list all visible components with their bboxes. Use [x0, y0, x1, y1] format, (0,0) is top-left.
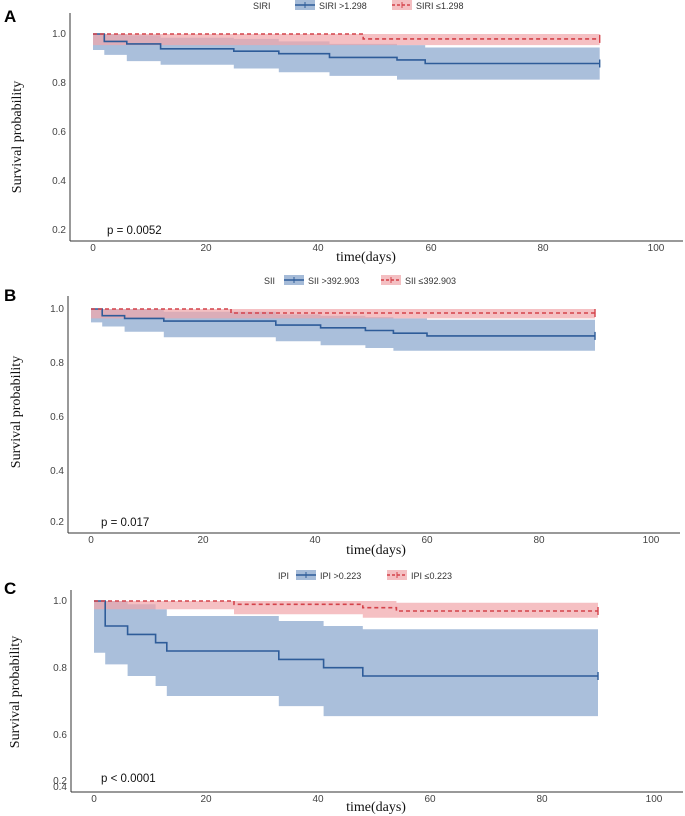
x-tick-label: 0: [91, 794, 97, 805]
legend: IPI IPI >0.223 IPI ≤0.223: [278, 570, 452, 581]
y-tick-label: 0.6: [53, 730, 67, 741]
x-tick-label: 100: [648, 243, 665, 254]
x-axis-title: time(days): [346, 800, 406, 815]
panel-letter: C: [4, 579, 16, 598]
legend-title: SII: [264, 276, 275, 286]
y-ticks: 1.0 0.8 0.6 0.4 0.2: [52, 29, 66, 236]
axes: [70, 590, 683, 793]
x-tick-label: 80: [537, 243, 549, 254]
y-tick-label: 0.4: [52, 176, 66, 187]
legend: SII SII >392.903 SII ≤392.903: [264, 275, 456, 286]
panel-c: C IPI IPI >0.223 IPI ≤0.223 Survival pro…: [4, 570, 683, 815]
survival-curve-high: [93, 33, 600, 65]
panel-letter: B: [4, 286, 16, 305]
survival-curve-high: [91, 308, 595, 337]
p-value: p = 0.017: [101, 517, 149, 529]
x-tick-label: 0: [88, 535, 94, 546]
y-tick-label: 1.0: [50, 304, 64, 315]
x-tick-label: 0: [90, 243, 96, 254]
y-axis-title: Survival probability: [10, 81, 25, 193]
x-tick-label: 60: [421, 535, 433, 546]
panel-b: B SII SII >392.903 SII ≤392.903 Survival…: [4, 275, 680, 558]
curves: [91, 308, 596, 340]
curves: [93, 33, 601, 68]
legend-label-high: IPI >0.223: [320, 571, 361, 581]
x-ticks: 0 20 40 60 80 100: [91, 794, 663, 805]
x-tick-label: 60: [424, 794, 436, 805]
survival-curve-high: [94, 600, 598, 677]
ci-band-high: [94, 601, 598, 717]
p-value: p = 0.0052: [107, 225, 162, 237]
legend-label-high: SIRI >1.298: [319, 1, 367, 11]
y-tick-label: 0.8: [53, 663, 67, 674]
x-tick-label: 60: [425, 243, 437, 254]
x-tick-label: 40: [312, 243, 324, 254]
x-tick-label: 20: [200, 794, 212, 805]
y-tick-label: 0.2: [53, 776, 67, 787]
y-tick-label: 0.8: [52, 78, 66, 89]
x-tick-label: 100: [643, 535, 660, 546]
legend-label-high: SII >392.903: [308, 276, 359, 286]
y-tick-label: 0.6: [52, 127, 66, 138]
legend-title: IPI: [278, 571, 289, 581]
y-ticks: 1.0 0.8 0.6 0.4 0.2: [50, 304, 64, 528]
x-tick-label: 40: [309, 535, 321, 546]
x-tick-label: 20: [200, 243, 212, 254]
y-tick-label: 0.4: [50, 466, 64, 477]
axes: [69, 13, 683, 242]
y-tick-label: 0.2: [52, 225, 66, 236]
y-tick-label: 0.2: [50, 517, 64, 528]
bands: [94, 601, 598, 717]
ci-band-low: [94, 601, 598, 618]
survival-curve-low: [93, 33, 600, 40]
axes: [67, 296, 680, 534]
p-value: p < 0.0001: [101, 773, 156, 785]
x-axis-title: time(days): [346, 543, 406, 558]
y-axis-title: Survival probability: [9, 356, 24, 468]
ci-band-low: [93, 34, 600, 46]
panel-letter: A: [4, 7, 16, 26]
survival-curve-low: [94, 600, 598, 612]
y-tick-label: 0.4: [53, 782, 67, 793]
legend-label-low: IPI ≤0.223: [411, 571, 452, 581]
legend: SIRI SIRI >1.298 SIRI ≤1.298: [253, 0, 463, 11]
y-tick-label: 0.8: [50, 358, 64, 369]
x-ticks: 0 20 40 60 80 100: [88, 535, 660, 546]
x-axis-title: time(days): [336, 250, 396, 265]
ci-band-high: [91, 309, 595, 351]
bands: [91, 309, 595, 351]
legend-title: SIRI: [253, 1, 271, 11]
legend-label-low: SIRI ≤1.298: [416, 1, 463, 11]
curves: [94, 600, 599, 680]
x-tick-label: 40: [312, 794, 324, 805]
x-tick-label: 80: [533, 535, 545, 546]
panel-a: A SIRI SIRI >1.298 SIRI ≤1.298 Survival …: [4, 0, 683, 265]
y-tick-label: 1.0: [53, 596, 67, 607]
legend-label-low: SII ≤392.903: [405, 276, 456, 286]
y-tick-label: 0.6: [50, 412, 64, 423]
x-tick-label: 80: [536, 794, 548, 805]
y-ticks: 1.0 0.8 0.6 0.4 0.2: [53, 596, 67, 793]
x-tick-label: 20: [197, 535, 209, 546]
x-tick-label: 100: [646, 794, 663, 805]
survival-curve-low: [91, 308, 595, 314]
y-axis-title: Survival probability: [8, 636, 23, 748]
y-tick-label: 1.0: [52, 29, 66, 40]
x-ticks: 0 20 40 60 80 100: [90, 243, 665, 254]
